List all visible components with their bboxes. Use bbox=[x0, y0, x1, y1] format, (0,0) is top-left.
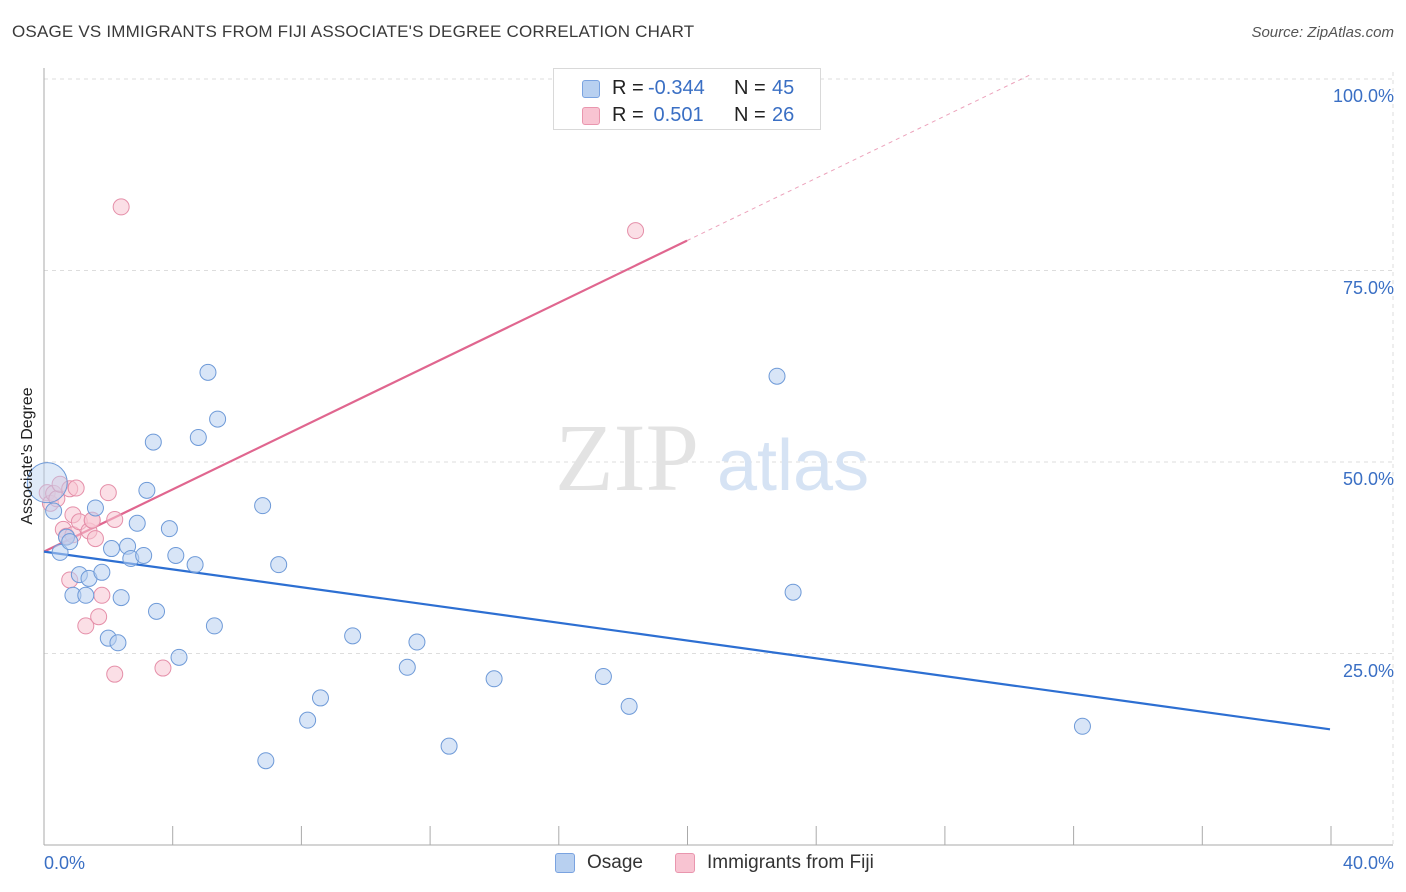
data-point-fiji bbox=[106, 665, 124, 683]
data-point-osage bbox=[209, 410, 227, 428]
y-tick-label: 100.0% bbox=[1332, 86, 1394, 106]
legend-n-label: N = bbox=[734, 77, 766, 99]
data-point-fiji bbox=[154, 659, 172, 677]
data-point-osage bbox=[26, 462, 68, 504]
data-point-osage bbox=[77, 586, 95, 604]
data-point-osage bbox=[144, 433, 162, 451]
data-point-osage bbox=[51, 543, 69, 561]
legend-n-label: N = bbox=[734, 104, 766, 126]
watermark-zip: ZIP bbox=[555, 404, 699, 511]
data-point-osage bbox=[160, 520, 178, 538]
data-point-fiji bbox=[77, 617, 95, 635]
data-point-osage bbox=[189, 428, 207, 446]
y-tick-label: 50.0% bbox=[1342, 469, 1394, 489]
legend-n-value: 26 bbox=[772, 104, 795, 126]
data-point-osage bbox=[135, 546, 153, 564]
data-point-osage bbox=[205, 617, 223, 635]
data-point-osage bbox=[398, 658, 416, 676]
data-point-osage bbox=[485, 670, 503, 688]
trend-line-osage-solid bbox=[43, 550, 1331, 731]
data-point-osage bbox=[109, 634, 127, 652]
bottom-legend-swatch-fiji bbox=[675, 853, 695, 873]
data-point-fiji bbox=[627, 222, 645, 240]
data-point-osage bbox=[620, 697, 638, 715]
data-point-osage bbox=[93, 563, 111, 581]
watermark: ZIP atlas bbox=[555, 404, 869, 511]
legend-n-value: 45 bbox=[772, 77, 795, 99]
data-point-osage bbox=[784, 583, 802, 601]
data-point-fiji bbox=[106, 510, 124, 528]
data-point-osage bbox=[768, 367, 786, 385]
data-point-osage bbox=[45, 502, 63, 520]
y-tick-label: 75.0% bbox=[1342, 277, 1394, 298]
legend-box: R = -0.344 N = 45 R = 0.501 N = 26 bbox=[553, 68, 821, 130]
legend-row-osage: R = -0.344 N = 45 bbox=[554, 77, 820, 103]
legend-r-value: 0.501 bbox=[648, 104, 704, 126]
data-point-osage bbox=[270, 556, 288, 574]
data-point-osage bbox=[1073, 717, 1091, 735]
legend-r-value: -0.344 bbox=[648, 77, 705, 99]
watermark-atlas: atlas bbox=[717, 426, 869, 506]
x-tick-label-min: 0.0% bbox=[44, 853, 86, 873]
y-tick-label: 25.0% bbox=[1342, 660, 1394, 681]
data-point-osage bbox=[408, 633, 426, 651]
data-point-osage bbox=[112, 589, 130, 607]
data-point-fiji bbox=[67, 479, 85, 497]
data-point-osage bbox=[299, 711, 317, 729]
data-point-osage bbox=[86, 499, 104, 517]
data-point-osage bbox=[311, 689, 329, 707]
data-point-osage bbox=[128, 514, 146, 532]
bottom-legend-label-fiji: Immigrants from Fiji bbox=[707, 852, 874, 873]
legend-swatch-osage bbox=[582, 80, 600, 98]
data-point-osage bbox=[138, 481, 156, 499]
trend-line-osage bbox=[43, 550, 1331, 731]
data-point-osage bbox=[257, 752, 275, 770]
bottom-legend-label-osage: Osage bbox=[587, 852, 643, 873]
legend-swatch-fiji bbox=[582, 107, 600, 125]
data-point-fiji bbox=[112, 198, 130, 216]
source-label: Source: ZipAtlas.com bbox=[1251, 24, 1394, 41]
axes bbox=[43, 68, 1393, 846]
legend-r-label: R = bbox=[612, 104, 644, 126]
x-tick-label-max: 40.0% bbox=[1342, 853, 1394, 873]
data-point-fiji bbox=[90, 608, 108, 626]
trend-line-fiji bbox=[43, 73, 1032, 553]
data-point-fiji bbox=[86, 530, 104, 548]
trend-line-fiji-solid bbox=[43, 239, 688, 553]
legend-row-fiji: R = 0.501 N = 26 bbox=[554, 104, 820, 130]
data-point-osage bbox=[440, 737, 458, 755]
points-fiji bbox=[38, 198, 645, 683]
data-point-fiji bbox=[93, 586, 111, 604]
data-point-osage bbox=[103, 540, 121, 558]
points-osage bbox=[26, 363, 1091, 770]
data-point-osage bbox=[186, 556, 204, 574]
y-axis-title: Associate's Degree bbox=[19, 387, 36, 525]
data-point-osage bbox=[61, 533, 79, 551]
data-point-osage bbox=[344, 627, 362, 645]
legend-r-label: R = bbox=[612, 77, 644, 99]
bottom-legend-swatch-osage bbox=[555, 853, 575, 873]
data-point-osage bbox=[594, 667, 612, 685]
data-point-osage bbox=[167, 546, 185, 564]
data-point-osage bbox=[170, 648, 188, 666]
data-point-fiji bbox=[99, 484, 117, 502]
data-point-osage bbox=[148, 602, 166, 620]
chart-title: OSAGE VS IMMIGRANTS FROM FIJI ASSOCIATE'… bbox=[12, 22, 695, 41]
data-point-osage bbox=[254, 497, 272, 515]
data-point-osage bbox=[199, 363, 217, 381]
